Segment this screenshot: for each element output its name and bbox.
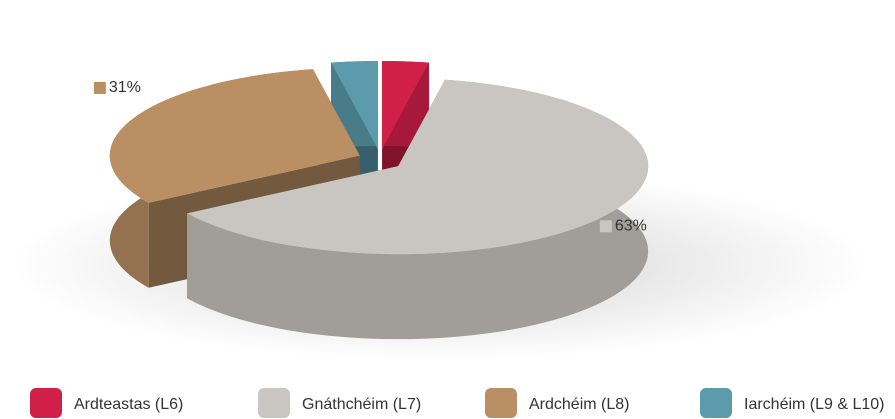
legend-label: Gnáthchéim (L7) — [302, 396, 421, 413]
label-swatch — [93, 81, 106, 94]
legend-label: Iarchéim (L9 & L10) — [744, 396, 885, 413]
legend-label: Ardteastas (L6) — [74, 396, 183, 413]
slice-top — [382, 61, 429, 150]
slice-top — [109, 69, 360, 203]
legend-label: Ardchéim (L8) — [529, 396, 629, 413]
label-swatch — [599, 220, 612, 233]
legend-swatch — [30, 388, 62, 418]
value-label: 63% — [615, 217, 647, 234]
legend-swatch — [700, 388, 732, 418]
slice-top — [331, 61, 378, 150]
value-label: 31% — [109, 79, 141, 96]
legend-swatch — [258, 388, 290, 418]
slice-top — [187, 79, 649, 255]
pie-slice — [187, 79, 649, 340]
legend-swatch — [485, 388, 517, 418]
